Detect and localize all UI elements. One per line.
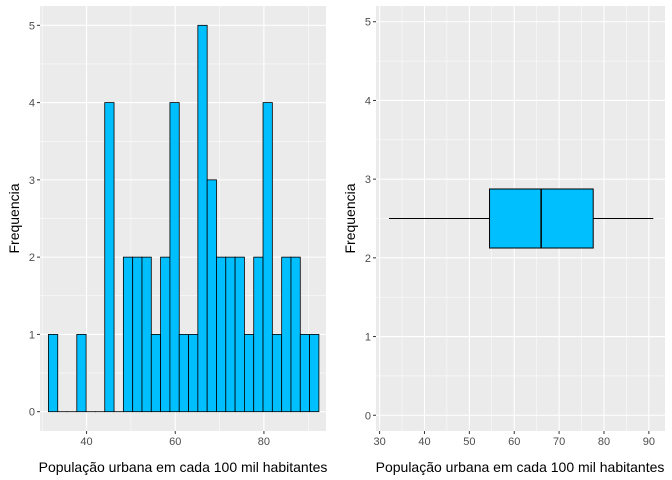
histogram-bar	[122, 256, 134, 413]
boxplot-y-tick-label: 1	[365, 332, 371, 344]
boxplot-marks	[389, 188, 654, 249]
histogram-y-tick-label: 3	[29, 175, 35, 187]
histogram-x-ticks: 40 60 80	[80, 431, 270, 448]
boxplot-x-tick-label: 90	[643, 436, 655, 448]
histogram-bar	[197, 24, 208, 413]
histogram-bar	[253, 256, 264, 413]
histogram-bar	[271, 334, 283, 413]
boxplot-x-axis-title: População urbana em cada 100 mil habitan…	[376, 459, 665, 475]
histogram-bar	[76, 334, 87, 413]
histogram-bars	[48, 24, 320, 413]
histogram-bar	[244, 334, 255, 413]
histogram-x-axis-title: População urbana em cada 100 mil habitan…	[39, 459, 328, 475]
histogram-bar	[188, 334, 199, 413]
histogram-bar	[178, 334, 189, 413]
boxplot-y-axis-title: Frequencia	[342, 183, 358, 253]
histogram-bar	[169, 102, 180, 413]
boxplot-y-ticks: 0 1 2 3 4 5	[365, 17, 376, 422]
histogram-x-tick-label: 60	[169, 436, 181, 448]
histogram-y-tick-label: 4	[29, 98, 35, 110]
boxplot-y-tick-label: 2	[365, 253, 371, 265]
boxplot-x-tick-label: 40	[418, 436, 430, 448]
histogram-bar	[132, 256, 143, 413]
histogram-bar	[299, 334, 310, 413]
histogram-bar	[141, 256, 152, 413]
boxplot-x-tick-label: 50	[463, 436, 475, 448]
histogram-y-tick-label: 0	[29, 407, 35, 419]
boxplot-x-tick-label: 30	[373, 436, 385, 448]
histogram-y-ticks: 0 1 2 3 4 5	[29, 20, 40, 419]
histogram-bar	[225, 256, 236, 413]
boxplot-y-tick-label: 4	[365, 95, 371, 107]
histogram-bar	[160, 256, 171, 413]
histogram-bar	[48, 334, 59, 413]
histogram-y-axis-title: Frequencia	[6, 183, 22, 253]
boxplot-y-tick-label: 3	[365, 174, 371, 186]
histogram-y-tick-label: 2	[29, 252, 35, 264]
histogram-bar	[216, 256, 227, 413]
histogram-x-tick-label: 80	[258, 436, 270, 448]
histogram-bar	[309, 334, 320, 413]
boxplot-x-tick-label: 80	[598, 436, 610, 448]
histogram-bar	[234, 256, 245, 413]
boxplot-x-tick-label: 60	[508, 436, 520, 448]
boxplot-x-ticks: 30 40 50 60 70 80 90	[373, 431, 655, 448]
histogram-bar	[150, 334, 162, 413]
histogram-bar	[104, 102, 115, 413]
boxplot-y-tick-label: 0	[365, 410, 371, 422]
histogram-y-tick-label: 1	[29, 329, 35, 341]
histogram-y-tick-label: 5	[29, 20, 35, 32]
histogram-bar	[290, 256, 301, 413]
boxplot-x-tick-label: 70	[553, 436, 565, 448]
histogram-x-tick-label: 40	[80, 436, 92, 448]
histogram-bar	[262, 102, 273, 413]
boxplot-y-tick-label: 5	[365, 17, 371, 29]
boxplot-chart: 0 1 2 3 4 5 30 40 50 60 70 80 90 População urbana e…	[342, 6, 665, 475]
histogram-bar	[206, 179, 217, 413]
histogram-bar	[281, 256, 292, 413]
histogram-chart: 0 1 2 3 4 5 40 60 80 População urbana em cada 1…	[6, 6, 327, 475]
